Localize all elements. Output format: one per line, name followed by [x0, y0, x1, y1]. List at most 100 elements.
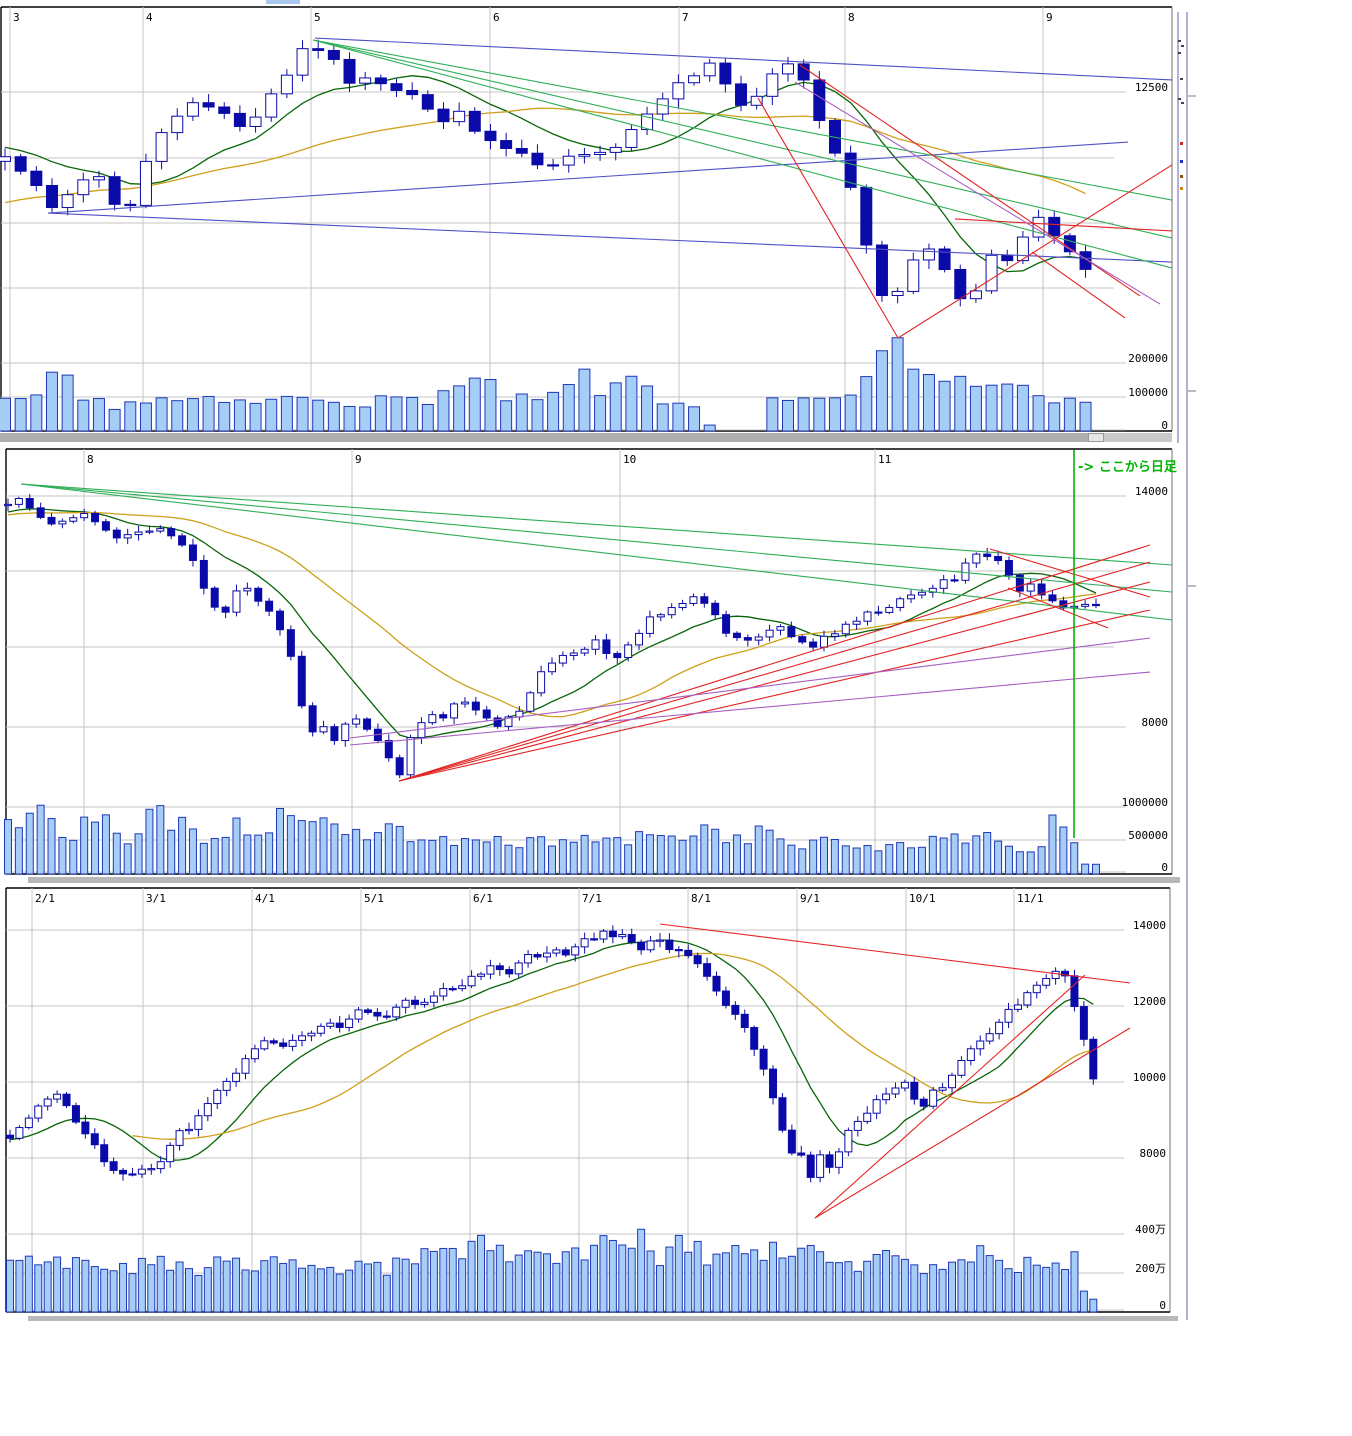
- candle: [420, 1001, 429, 1005]
- y-axis-label: 1000000: [1122, 796, 1168, 809]
- volume-bar: [327, 401, 340, 432]
- candle: [24, 1117, 33, 1129]
- volume-bar: [448, 1247, 457, 1313]
- candle: [1048, 216, 1061, 237]
- trend_red-trendline: [398, 561, 1151, 782]
- volume-bar: [938, 380, 951, 432]
- volume-bar: [907, 847, 916, 875]
- volume-bar: [222, 1260, 231, 1313]
- candle: [58, 520, 67, 525]
- x-gridlines: 8 9 10 11: [83, 449, 891, 874]
- candle: [907, 594, 916, 600]
- volume-bar: [917, 846, 926, 875]
- candle: [458, 985, 467, 990]
- volume-bar: [740, 1253, 749, 1313]
- volume-bar: [797, 1247, 806, 1313]
- volume-bar: [806, 1244, 815, 1313]
- volume-bar: [354, 1260, 363, 1313]
- candle: [740, 1013, 749, 1029]
- candle: [863, 1112, 872, 1122]
- volume-bar: [134, 833, 143, 875]
- volume-bar: [627, 1247, 636, 1313]
- candle: [312, 48, 325, 51]
- trend_red-trendline: [398, 581, 1151, 782]
- volume-bar: [900, 1258, 909, 1313]
- candle: [30, 170, 43, 187]
- volume-bar: [872, 1253, 881, 1313]
- volume-bar: [1079, 401, 1092, 432]
- volume-bar: [417, 839, 426, 875]
- volume-bar: [276, 807, 284, 875]
- trend_red-trendline: [757, 97, 899, 339]
- volume-bar: [186, 398, 199, 432]
- candle: [750, 1027, 759, 1050]
- candle: [504, 716, 513, 727]
- volume-bar: [1048, 402, 1061, 432]
- candle: [53, 1093, 62, 1100]
- legend-color-dot: [1180, 160, 1183, 163]
- volume-bar: [515, 393, 528, 432]
- x-axis-label: 9: [1046, 11, 1053, 24]
- candle: [950, 579, 959, 582]
- volume-bar: [759, 1259, 768, 1313]
- x-axis-label: 7: [682, 11, 689, 24]
- candle: [36, 507, 45, 518]
- candle: [719, 62, 732, 85]
- candle: [1089, 1038, 1098, 1080]
- candle: [210, 587, 219, 608]
- candle: [330, 726, 339, 742]
- volume-bar: [171, 400, 184, 432]
- candle: [186, 102, 199, 117]
- volume-bar: [505, 1261, 514, 1313]
- candle: [71, 1105, 80, 1123]
- volume-bar: [221, 836, 230, 875]
- candle: [232, 1072, 241, 1082]
- volume-bar: [265, 398, 278, 432]
- volume-bar: [477, 1234, 485, 1313]
- volume-bar: [816, 1251, 825, 1313]
- volume-bar: [809, 839, 818, 875]
- volume-bar: [194, 1274, 203, 1313]
- volume-bar: [754, 825, 763, 875]
- x-axis-label: 3/1: [146, 892, 166, 905]
- volume-bar: [656, 835, 665, 875]
- volume-bar: [531, 399, 544, 432]
- volume-bar: [495, 1244, 504, 1313]
- scrollbar-track[interactable]: [0, 433, 1088, 442]
- volume-bar: [156, 805, 165, 875]
- volume-bar: [34, 1264, 43, 1313]
- volume-bar: [1079, 1290, 1088, 1313]
- candle: [1081, 603, 1090, 607]
- edge-dash-mark: [1188, 95, 1196, 97]
- volume-bar: [750, 1249, 759, 1313]
- scrollbar-thumb[interactable]: [1088, 433, 1104, 442]
- volume-bar: [645, 834, 654, 875]
- volume-bar: [203, 1267, 212, 1313]
- horizontal-scrollbar[interactable]: [0, 433, 1172, 442]
- volume-bar: [250, 1270, 259, 1313]
- trend_red-trendline: [897, 164, 1173, 339]
- volume-bar: [81, 1259, 90, 1313]
- candle: [269, 1040, 278, 1044]
- volume-bar: [863, 845, 872, 875]
- volume-bar: [147, 1264, 156, 1313]
- trendlines-layer: [47, 37, 1173, 339]
- candle: [834, 1151, 843, 1168]
- volume-bar: [453, 385, 466, 432]
- volume-bars-layer: [4, 804, 1100, 875]
- candle: [674, 949, 683, 952]
- volume-bar: [139, 402, 152, 432]
- volume-bar: [515, 847, 524, 875]
- candle: [798, 636, 807, 643]
- candle: [14, 156, 27, 172]
- y-axis-label: 0: [1161, 861, 1168, 874]
- volume-bar: [25, 812, 34, 875]
- volume-bar: [486, 1250, 495, 1313]
- y-axis-label: 14000: [1135, 485, 1168, 498]
- candle: [156, 528, 165, 532]
- volume-bar: [537, 836, 546, 875]
- volume-bar: [939, 837, 948, 875]
- candle: [806, 1154, 815, 1178]
- candle: [1015, 574, 1024, 592]
